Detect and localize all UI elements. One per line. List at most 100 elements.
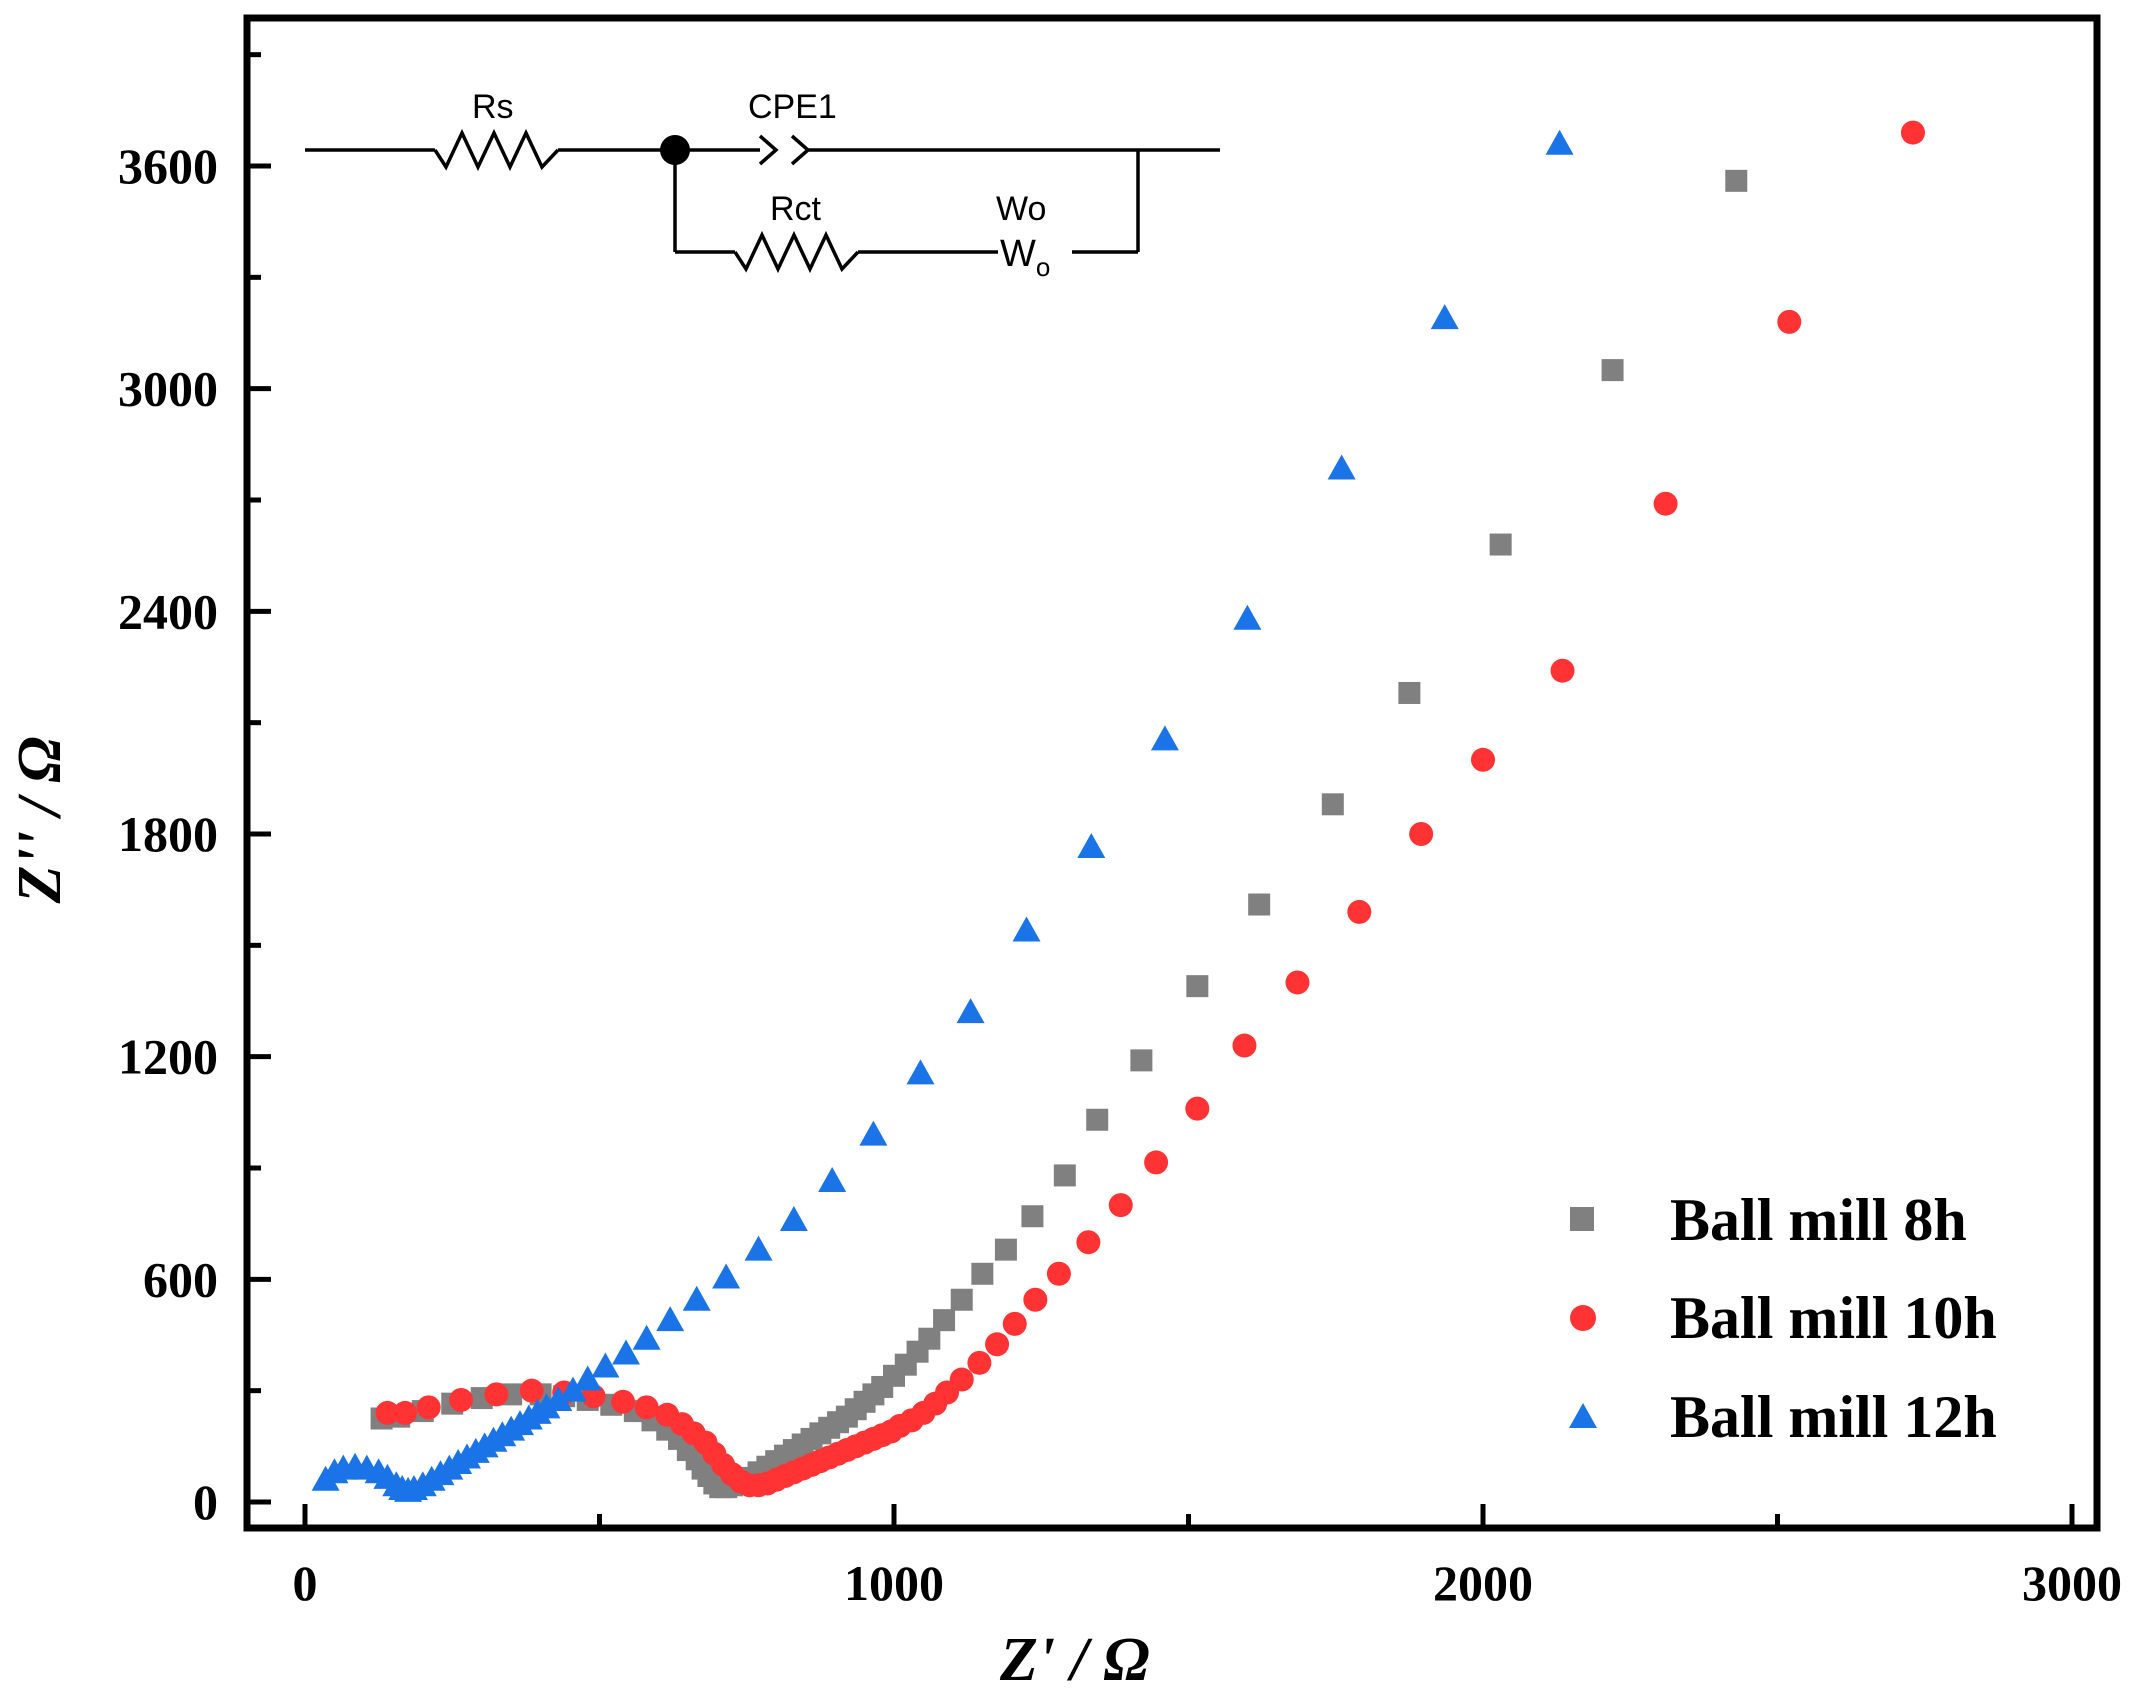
data-point	[1248, 893, 1271, 916]
wo-symbol-main: W	[1000, 233, 1036, 275]
data-point	[612, 1339, 641, 1365]
data-point	[1086, 1108, 1109, 1131]
y-tick-label: 2400	[118, 583, 218, 639]
legend-marker-12h	[1569, 1403, 1597, 1428]
legend-label-8h: Ball mill 8h	[1670, 1187, 1967, 1253]
data-point	[1108, 1193, 1133, 1218]
data-point	[1398, 681, 1421, 704]
data-point	[1150, 725, 1179, 751]
data-point	[859, 1120, 888, 1146]
cpe-symbol-right	[790, 134, 811, 166]
data-point	[634, 1395, 659, 1420]
data-point	[1430, 304, 1459, 330]
data-point	[1321, 793, 1344, 816]
data-point	[1130, 1049, 1153, 1072]
legend-label-10h: Ball mill 10h	[1670, 1285, 1997, 1351]
data-point	[744, 1235, 773, 1261]
data-point	[1053, 1164, 1076, 1187]
series-ball-mill-8h	[370, 169, 1748, 1499]
data-point	[449, 1387, 474, 1412]
data-point	[1185, 1096, 1210, 1121]
data-point	[1725, 169, 1748, 192]
data-point	[818, 1166, 847, 1192]
data-point	[1233, 604, 1262, 630]
data-point	[682, 1285, 711, 1311]
x-tick-label: 3000	[2022, 1555, 2122, 1611]
data-point	[950, 1288, 973, 1311]
data-point	[1046, 1261, 1071, 1286]
wo-label: Wo	[996, 190, 1046, 228]
data-point	[1012, 916, 1041, 942]
data-point	[971, 1262, 994, 1285]
data-point	[532, 1393, 561, 1419]
data-point	[1232, 1033, 1257, 1058]
data-point	[1601, 359, 1624, 382]
series-ball-mill-12h	[311, 129, 1574, 1502]
x-axis-title: Z' / Ω	[999, 1626, 1150, 1694]
data-point	[933, 1309, 956, 1332]
data-point	[779, 1205, 808, 1231]
y-tick-label: 0	[193, 1474, 218, 1530]
rct-resistor-symbol	[733, 230, 860, 274]
rs-label: Rs	[472, 88, 514, 126]
data-point	[1489, 533, 1512, 556]
data-point	[1900, 120, 1925, 145]
data-point	[918, 1327, 941, 1350]
data-point	[1347, 899, 1372, 924]
data-point	[558, 1376, 587, 1402]
y-axis-ticks	[247, 52, 271, 1505]
data-point	[949, 1367, 974, 1392]
y-axis-title: Z'' / Ω	[6, 737, 74, 905]
x-axis-ticks	[302, 1504, 2075, 1528]
y-tick-label: 1800	[118, 806, 218, 862]
data-point	[1409, 822, 1434, 846]
data-point	[1777, 309, 1802, 334]
data-point	[712, 1263, 741, 1289]
data-points	[311, 120, 1925, 1502]
y-tick-label: 600	[143, 1251, 218, 1307]
wo-symbol-label: Wo	[1000, 233, 1050, 282]
data-point	[956, 998, 985, 1024]
data-point	[1144, 1150, 1169, 1175]
data-point	[1186, 975, 1209, 998]
data-point	[1471, 747, 1495, 772]
data-point	[1002, 1311, 1027, 1336]
data-point	[611, 1389, 636, 1414]
data-point	[1077, 832, 1106, 858]
data-point	[632, 1324, 661, 1350]
data-point	[1550, 658, 1575, 683]
data-point	[393, 1400, 418, 1425]
data-point	[1285, 970, 1310, 995]
legend: Ball mill 8h Ball mill 10h Ball mill 12h	[1569, 1187, 1997, 1450]
data-point	[1545, 129, 1574, 155]
rct-label: Rct	[770, 190, 822, 228]
rs-resistor-symbol	[433, 128, 560, 172]
data-point	[1653, 491, 1678, 516]
series-ball-mill-10h	[375, 120, 1925, 1498]
data-point	[484, 1382, 509, 1407]
data-point	[1021, 1205, 1044, 1228]
data-point	[1023, 1287, 1048, 1312]
data-point	[573, 1365, 602, 1391]
data-point	[1076, 1230, 1101, 1255]
plot-frame	[243, 14, 2101, 1532]
data-point	[375, 1400, 400, 1425]
data-point	[591, 1352, 620, 1378]
cpe-symbol-left	[758, 134, 779, 166]
y-tick-label: 3600	[118, 138, 218, 194]
data-point	[967, 1350, 992, 1375]
equivalent-circuit-inset: Rs CPE1 Rct Wo Wo	[305, 88, 1220, 282]
data-point	[906, 1059, 935, 1085]
data-point	[656, 1306, 685, 1332]
x-tick-label: 2000	[1433, 1555, 1533, 1611]
data-point	[416, 1395, 441, 1420]
y-tick-label: 1200	[118, 1029, 218, 1085]
wo-symbol-sub: o	[1036, 252, 1050, 282]
legend-marker-10h	[1570, 1305, 1596, 1331]
legend-label-12h: Ball mill 12h	[1670, 1384, 1997, 1450]
y-tick-label: 3000	[118, 361, 218, 417]
x-tick-label: 1000	[844, 1555, 944, 1611]
x-axis-tick-labels: 0 1000 2000 3000	[293, 1555, 2123, 1611]
legend-marker-8h	[1570, 1207, 1594, 1231]
